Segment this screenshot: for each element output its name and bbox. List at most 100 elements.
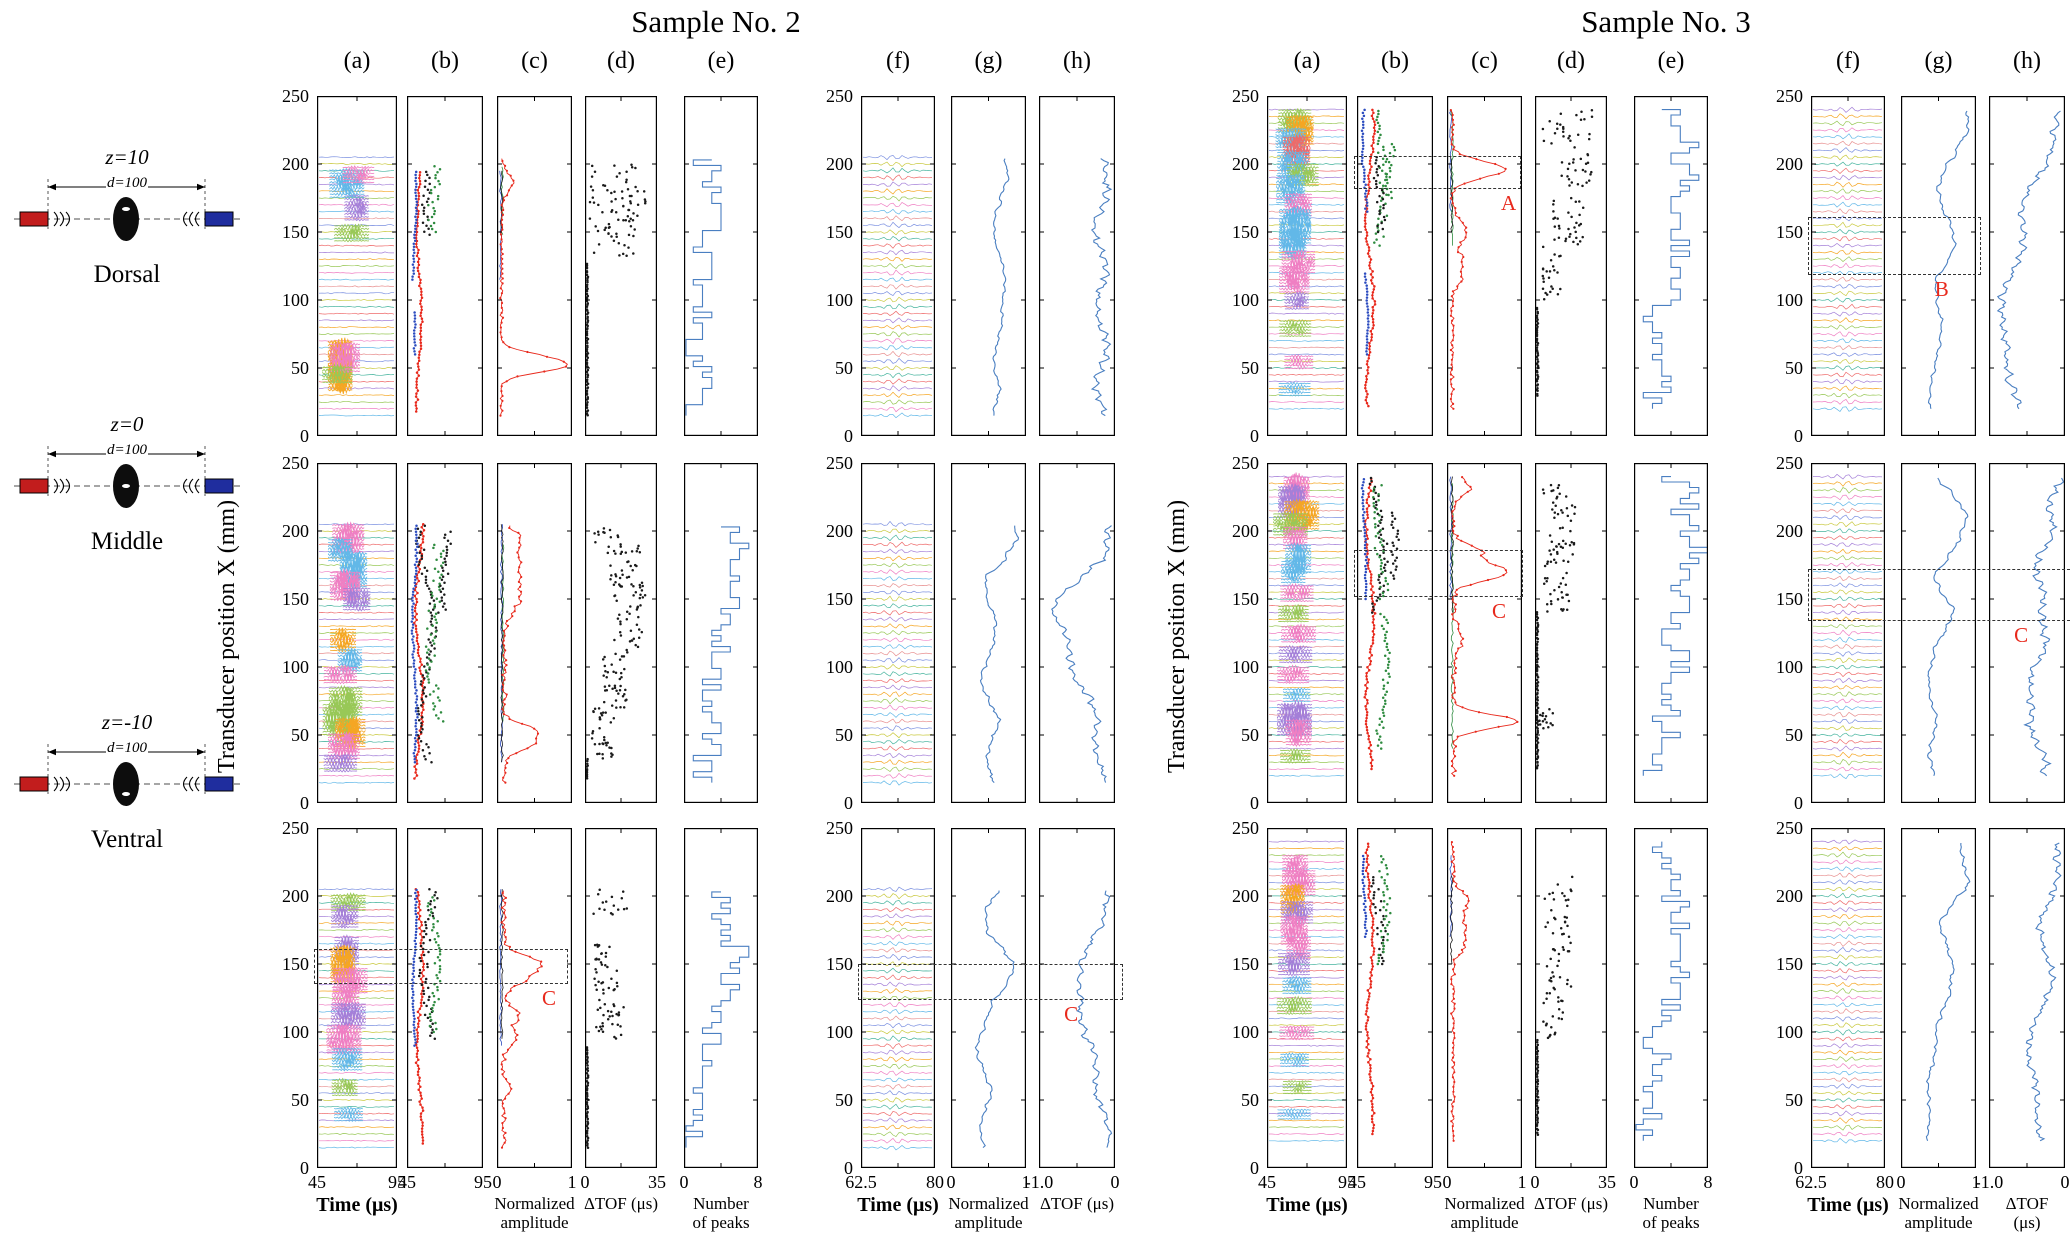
panel-s2-dorsal-d xyxy=(585,96,657,436)
y-tick-label: 250 xyxy=(1232,453,1259,473)
x-axis-title-a: Time (μs) xyxy=(1266,1194,1348,1216)
column-header-c: (c) xyxy=(521,48,548,74)
panel-s3-middle-g xyxy=(1901,463,1976,803)
panel-s3-dorsal-c xyxy=(1447,96,1522,436)
panel-s3-dorsal-f xyxy=(1811,96,1885,436)
y-tick-label: 100 xyxy=(282,290,309,310)
y-tick-label: 100 xyxy=(1232,657,1259,677)
x-tick-label-b-min: 45 xyxy=(1348,1172,1366,1192)
annotation-box-B xyxy=(1808,217,1981,275)
y-tick-label: 50 xyxy=(835,1090,853,1110)
y-tick-label: 0 xyxy=(1250,426,1259,446)
x-tick-label-g-min: 0 xyxy=(946,1172,956,1192)
y-tick-label: 250 xyxy=(1776,86,1803,106)
x-axis-title-h: ΔTOF (μs) xyxy=(1039,1194,1115,1213)
y-tick-label: 250 xyxy=(282,453,309,473)
annotation-label-A: A xyxy=(1501,191,1517,216)
y-tick-label: 100 xyxy=(1232,290,1259,310)
sound-wave-icon xyxy=(53,776,200,792)
y-tick-label: 0 xyxy=(844,1158,853,1178)
x-tick-label-h-min: -1.0 xyxy=(1974,1172,2004,1192)
panel-s3-middle-h xyxy=(1989,463,2065,803)
panel-s2-dorsal-a xyxy=(317,96,397,436)
y-tick-label: 150 xyxy=(1776,589,1803,609)
x-tick-label-h-min: -1.0 xyxy=(1024,1172,1054,1192)
x-tick-label-a-min: 45 xyxy=(308,1172,326,1192)
panel-s3-ventral-c xyxy=(1447,828,1522,1168)
y-tick-label: 150 xyxy=(282,954,309,974)
y-tick-label: 150 xyxy=(826,589,853,609)
annotation-label-C: C xyxy=(542,985,557,1010)
y-tick-label: 100 xyxy=(1776,1022,1803,1042)
column-header-b: (b) xyxy=(431,48,459,74)
column-header-b: (b) xyxy=(1381,48,1409,74)
x-tick-label-h-max: 0 xyxy=(1110,1172,1120,1192)
column-header-f: (f) xyxy=(1836,48,1860,74)
panel-s3-middle-e xyxy=(1634,463,1708,803)
y-tick-label: 150 xyxy=(1232,222,1259,242)
y-tick-label: 0 xyxy=(1250,1158,1259,1178)
annotation-box-C xyxy=(1354,550,1524,597)
panel-s2-ventral-e xyxy=(684,828,758,1168)
x-axis-title-e: Number of peaks xyxy=(1642,1194,1700,1233)
left-transducer xyxy=(19,211,49,227)
panel-s2-middle-h xyxy=(1039,463,1115,803)
panel-s3-ventral-a xyxy=(1267,828,1347,1168)
y-tick-label: 200 xyxy=(826,154,853,174)
y-tick-label: 0 xyxy=(300,426,309,446)
y-tick-label: 50 xyxy=(1785,725,1803,745)
fish-body xyxy=(113,762,139,806)
y-axis-label-sample-3: Transducer position X (mm) xyxy=(1164,499,1190,773)
y-tick-label: 150 xyxy=(1232,954,1259,974)
sound-wave-icon xyxy=(53,211,200,227)
column-header-e: (e) xyxy=(1657,48,1685,74)
column-header-g: (g) xyxy=(974,48,1003,74)
y-tick-label: 100 xyxy=(826,657,853,677)
scan-plane-marker xyxy=(122,484,130,488)
x-tick-label-a-min: 45 xyxy=(1258,1172,1276,1192)
column-header-e: (e) xyxy=(707,48,735,74)
y-tick-label: 50 xyxy=(291,1090,309,1110)
y-tick-label: 0 xyxy=(1794,426,1803,446)
y-tick-label: 100 xyxy=(1776,290,1803,310)
y-tick-label: 250 xyxy=(826,818,853,838)
x-axis-title-h: ΔTOF (μs) xyxy=(2005,1194,2049,1233)
panel-s3-dorsal-h xyxy=(1989,96,2065,436)
panel-s2-middle-g xyxy=(951,463,1026,803)
y-tick-label: 150 xyxy=(282,589,309,609)
x-tick-label-c-max: 1 xyxy=(1517,1172,1527,1192)
y-tick-label: 200 xyxy=(1776,154,1803,174)
panel-s2-middle-f xyxy=(861,463,935,803)
y-tick-label: 50 xyxy=(1785,358,1803,378)
column-header-d: (d) xyxy=(607,48,635,74)
y-tick-label: 50 xyxy=(1785,1090,1803,1110)
panel-s2-middle-d xyxy=(585,463,657,803)
column-header-h: (h) xyxy=(2013,48,2041,74)
x-tick-label-f-max: 80 xyxy=(926,1172,944,1192)
y-tick-label: 50 xyxy=(1241,358,1259,378)
panel-s2-dorsal-f xyxy=(861,96,935,436)
panel-s3-middle-d xyxy=(1535,463,1607,803)
panel-s2-middle-b xyxy=(407,463,483,803)
y-tick-label: 0 xyxy=(844,426,853,446)
panel-s3-middle-c xyxy=(1447,463,1522,803)
y-tick-label: 250 xyxy=(826,86,853,106)
x-tick-label-h-max: 0 xyxy=(2060,1172,2070,1192)
panel-s3-ventral-b xyxy=(1357,828,1433,1168)
x-tick-label-e-min: 0 xyxy=(679,1172,689,1192)
right-transducer xyxy=(204,478,234,494)
y-tick-label: 0 xyxy=(1794,1158,1803,1178)
y-tick-label: 50 xyxy=(291,725,309,745)
y-tick-label: 200 xyxy=(282,154,309,174)
panel-s2-ventral-a xyxy=(317,828,397,1168)
annotation-label-C: C xyxy=(1064,1002,1079,1026)
x-tick-label-e-min: 0 xyxy=(1629,1172,1639,1192)
panel-s2-ventral-d xyxy=(585,828,657,1168)
x-tick-label-b-min: 45 xyxy=(398,1172,416,1192)
panel-s3-dorsal-b xyxy=(1357,96,1433,436)
y-tick-label: 150 xyxy=(1232,589,1259,609)
schematic-ventral: z=-10 d=100 Ventral xyxy=(12,710,242,854)
annotation-label-B: B xyxy=(1934,276,1949,301)
y-tick-label: 50 xyxy=(1241,725,1259,745)
